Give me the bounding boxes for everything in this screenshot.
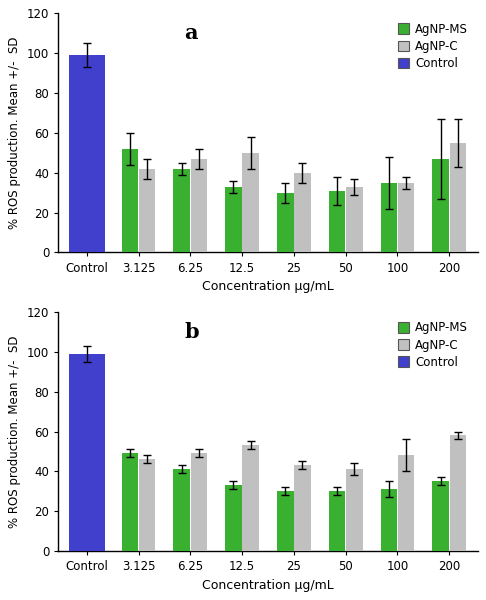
Bar: [122, 454, 138, 551]
Bar: [381, 490, 397, 551]
Bar: [69, 354, 105, 551]
Bar: [277, 193, 294, 253]
X-axis label: Concentration µg/mL: Concentration µg/mL: [202, 578, 334, 592]
Bar: [191, 454, 207, 551]
Bar: [398, 183, 415, 253]
Bar: [294, 173, 311, 253]
Legend: AgNP-MS, AgNP-C, Control: AgNP-MS, AgNP-C, Control: [394, 318, 472, 372]
Bar: [346, 469, 363, 551]
Bar: [381, 183, 397, 253]
Bar: [277, 491, 294, 551]
Bar: [346, 187, 363, 253]
Text: b: b: [184, 322, 199, 341]
Bar: [450, 436, 466, 551]
Y-axis label: % ROS production. Mean +/-  SD: % ROS production. Mean +/- SD: [8, 335, 21, 528]
Text: a: a: [184, 23, 198, 43]
Y-axis label: % ROS production. Mean +/-  SD: % ROS production. Mean +/- SD: [8, 37, 21, 229]
Bar: [432, 159, 449, 253]
Bar: [225, 485, 242, 551]
Bar: [398, 455, 415, 551]
Bar: [69, 55, 105, 253]
Legend: AgNP-MS, AgNP-C, Control: AgNP-MS, AgNP-C, Control: [394, 19, 472, 74]
Bar: [139, 169, 156, 253]
Bar: [122, 149, 138, 253]
Bar: [243, 153, 259, 253]
Bar: [174, 169, 190, 253]
Bar: [191, 159, 207, 253]
Bar: [432, 481, 449, 551]
Bar: [174, 469, 190, 551]
Bar: [225, 187, 242, 253]
Bar: [139, 460, 156, 551]
Bar: [243, 445, 259, 551]
Bar: [294, 466, 311, 551]
Bar: [329, 191, 346, 253]
Bar: [329, 491, 346, 551]
Bar: [450, 143, 466, 253]
X-axis label: Concentration µg/mL: Concentration µg/mL: [202, 280, 334, 293]
